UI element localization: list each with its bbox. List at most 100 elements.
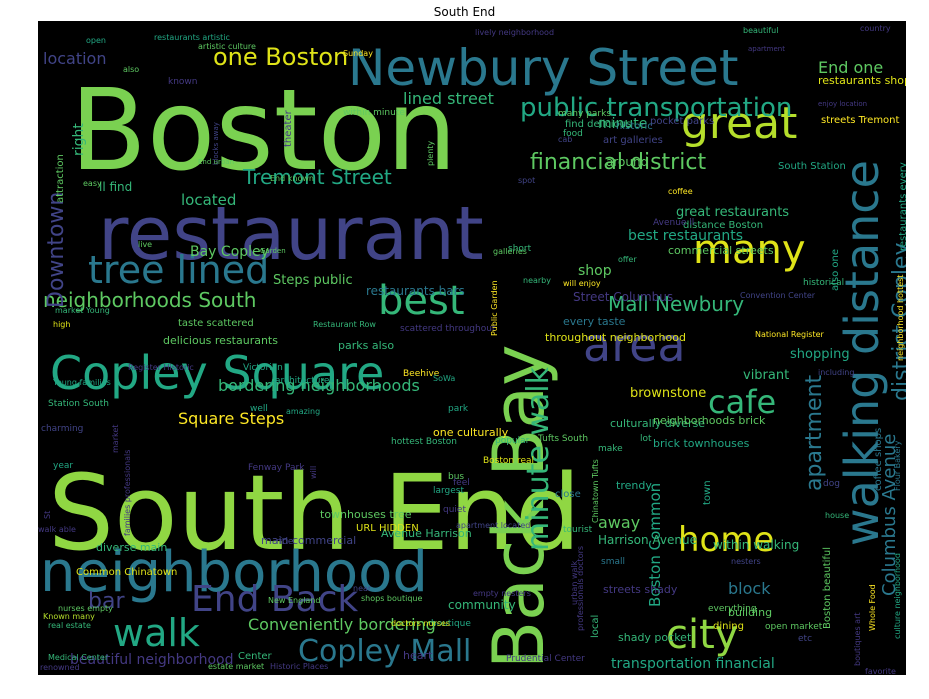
cloud-word: tourist: [563, 525, 593, 535]
cloud-word: popular: [495, 436, 530, 446]
cloud-word: Garden: [260, 247, 286, 255]
cloud-word: away: [598, 513, 640, 532]
cloud-word: beautiful: [743, 26, 778, 35]
cloud-word: apartment: [748, 45, 785, 53]
cloud-word: within walking: [713, 538, 799, 552]
cloud-word: Boston: [70, 66, 457, 196]
cloud-word: great restaurants: [676, 205, 789, 220]
cloud-word: coffee: [668, 187, 693, 196]
cloud-title: South End: [433, 5, 496, 19]
cloud-word: walking distance: [835, 160, 889, 546]
cloud-word: Boston real: [483, 456, 534, 466]
cloud-word: transportation financial: [611, 656, 775, 672]
cloud-word: one Boston: [213, 43, 348, 71]
cloud-word: ll find: [99, 180, 132, 194]
cloud-word: scattered throughout: [400, 324, 496, 334]
cloud-word: district Copley: [889, 243, 906, 402]
cloud-word: tree lined: [88, 248, 269, 292]
cloud-word: apartment located: [456, 521, 530, 530]
cloud-word: streets shady: [603, 583, 678, 596]
cloud-word: Copley Mall: [298, 634, 471, 669]
cloud-word: Common Chinatown: [76, 567, 177, 578]
cloud-word: Convention Center: [740, 291, 816, 300]
cloud-word: Back Bay: [478, 344, 560, 669]
word-cloud: Boston South End restaurant Back Bay neighbo…: [38, 24, 906, 675]
cloud-word: boutiques art: [853, 612, 862, 666]
cloud-word: Boston Common: [646, 483, 664, 607]
cloud-word: Victorian: [243, 363, 283, 373]
cloud-word: Square Steps: [178, 409, 284, 428]
cloud-word: boutique: [431, 619, 471, 629]
cloud-word: shop: [578, 263, 612, 279]
cloud-word: End urban: [198, 158, 234, 166]
cloud-word: St: [43, 511, 52, 519]
cloud-word: small: [601, 557, 625, 567]
cloud-word: find delicious: [565, 119, 631, 130]
cloud-word: Flour Bakery: [893, 440, 902, 491]
cloud-word: apartment: [802, 374, 827, 491]
cloud-word: families professionals: [123, 450, 132, 536]
cloud-word: professionals doctors: [576, 546, 585, 631]
cloud-word: Harrison Avenue: [598, 533, 697, 547]
cloud-word: neighborhood hottest: [896, 275, 905, 361]
cloud-word: restaurants shops: [818, 74, 906, 87]
cloud-word: right: [71, 123, 87, 156]
cloud-word: spot: [518, 176, 535, 185]
cloud-word: shady pocket: [618, 631, 692, 644]
cloud-word: nearby: [523, 276, 551, 285]
cloud-word: around: [606, 155, 648, 169]
cloud-word: Mall Newbury: [608, 292, 744, 316]
cloud-word: will: [309, 466, 318, 479]
cloud-word: theater: [283, 109, 294, 147]
cloud-word: open market: [765, 622, 823, 632]
cloud-word: everything: [708, 604, 757, 614]
cloud-word: culturally diverse: [610, 417, 705, 430]
cloud-word: open: [86, 36, 106, 45]
cloud-word: dining: [713, 621, 744, 632]
cloud-word: Downtown: [44, 192, 69, 308]
cloud-word: home: [678, 520, 774, 560]
cloud-word: hottest Boston: [391, 437, 457, 447]
cloud-word: restaurants artistic: [154, 33, 230, 42]
cloud-word: house: [825, 511, 849, 520]
cloud-word: many parks: [558, 109, 611, 119]
cloud-word: lot: [640, 434, 652, 444]
cloud-word: historical: [803, 278, 844, 288]
cloud-word: artistic culture: [198, 42, 256, 51]
cloud-word: shopping: [790, 347, 850, 362]
cloud-word: community: [448, 598, 516, 612]
cloud-word: well: [250, 404, 268, 414]
cloud-word: cafe: [708, 383, 776, 421]
word-cloud-panel: Boston South End restaurant Back Bay neighbo…: [38, 21, 906, 675]
cloud-word: bus: [448, 472, 464, 482]
cloud-word: Avenue Harrison: [381, 527, 472, 540]
cloud-word: country: [860, 24, 891, 33]
cloud-word: neighborhood: [40, 540, 428, 605]
cloud-word: Newbury Street: [348, 39, 738, 97]
cloud-word: financial district: [530, 150, 706, 175]
cloud-word: restaurant: [98, 191, 484, 277]
cloud-word: largest: [433, 486, 464, 496]
cloud-word: doctors nurses: [391, 619, 450, 628]
cloud-word: neighborhoods South: [43, 288, 256, 312]
cloud-word: Steps public: [273, 273, 353, 288]
cloud-word: live: [138, 240, 152, 249]
cloud-word: throughout neighborhood: [545, 331, 686, 344]
cloud-word: will enjoy: [563, 279, 601, 288]
cloud-word: market Young: [55, 306, 110, 315]
cloud-word: Tufts South: [537, 434, 588, 444]
cloud-word: food: [563, 129, 583, 139]
cloud-word: park: [448, 404, 469, 414]
cloud-word: near: [353, 584, 372, 593]
cloud-word: walk able: [38, 525, 76, 534]
cloud-word: high: [53, 320, 70, 329]
cloud-word: great: [681, 98, 797, 149]
cloud-word: feel: [453, 478, 470, 488]
cloud-word: culture neighborhood: [893, 553, 902, 639]
cloud-word: etc: [798, 634, 812, 644]
cloud-word: delicious restaurants: [163, 334, 278, 347]
cloud-word: town: [702, 480, 713, 505]
cloud-word: also one: [830, 249, 841, 291]
cloud-word: Conveniently bordering: [248, 615, 436, 634]
cloud-word: ride: [276, 537, 294, 547]
